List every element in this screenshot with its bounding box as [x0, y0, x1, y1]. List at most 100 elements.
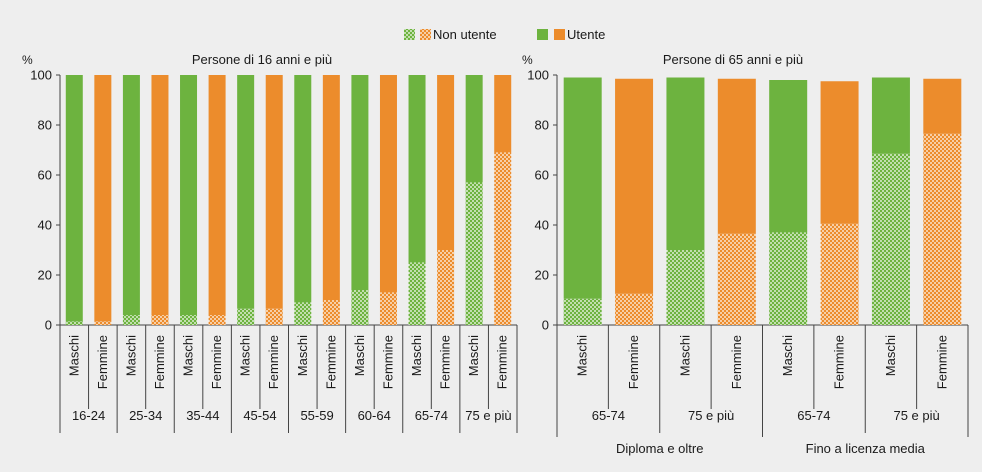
- y-tick-label: 100: [527, 68, 549, 83]
- legend-swatch-user-male: [537, 29, 548, 40]
- group-label: 75 e più: [465, 408, 511, 423]
- bar-non-user: [769, 232, 808, 325]
- y-tick-label: 40: [38, 218, 52, 233]
- category-label: Femmine: [152, 335, 167, 389]
- y-tick-label: 80: [535, 118, 549, 133]
- category-label: Maschi: [409, 335, 424, 376]
- bar-non-user: [351, 290, 369, 325]
- y-tick-label: 40: [535, 218, 549, 233]
- category-label: Femmine: [438, 335, 453, 389]
- group-label: 60-64: [358, 408, 391, 423]
- bar-non-user: [563, 298, 602, 325]
- legend-swatch-non-user-female: [420, 29, 431, 40]
- y-tick-label: 0: [542, 318, 549, 333]
- supergroup-label: Diploma e oltre: [616, 441, 703, 456]
- y-tick-label: 20: [535, 268, 549, 283]
- supergroup-label: Fino a licenza media: [806, 441, 926, 456]
- bar-non-user: [180, 315, 198, 325]
- bar-non-user: [820, 223, 859, 325]
- category-label: Maschi: [66, 335, 81, 376]
- group-label: 65-74: [415, 408, 448, 423]
- bar-non-user: [94, 321, 112, 325]
- bar-user: [563, 77, 602, 299]
- group-label: 75 e più: [688, 408, 734, 423]
- bar-user: [923, 78, 962, 134]
- bar-user: [180, 75, 198, 315]
- legend-label-user: Utente: [567, 27, 605, 42]
- bar-user: [494, 75, 512, 153]
- bar-user: [408, 75, 426, 263]
- bar-user: [65, 75, 83, 322]
- bar-user: [615, 78, 654, 294]
- category-label: Maschi: [181, 335, 196, 376]
- bar-user: [294, 75, 312, 303]
- bar-non-user: [666, 250, 705, 325]
- bar-non-user: [465, 182, 483, 325]
- category-label: Maschi: [466, 335, 481, 376]
- bar-non-user: [208, 315, 226, 325]
- right-plot: 0 20 40 60 80 100 Maschi Femmine Maschi Femmine Ma…: [527, 68, 969, 456]
- category-label: Maschi: [238, 335, 253, 376]
- bar-non-user: [65, 321, 83, 325]
- group-label: 65-74: [592, 408, 625, 423]
- bar-user: [465, 75, 483, 183]
- bar-non-user: [151, 315, 169, 325]
- group-label: 55-59: [300, 408, 333, 423]
- bar-non-user: [615, 293, 654, 325]
- category-label: Femmine: [209, 335, 224, 389]
- bar-user: [151, 75, 169, 315]
- category-label: Maschi: [123, 335, 138, 376]
- bar-non-user: [294, 302, 312, 325]
- bar-user: [208, 75, 226, 315]
- bar-user: [322, 75, 340, 300]
- bar-user: [871, 77, 910, 154]
- left-panel-title: Persone di 16 anni e più: [192, 52, 332, 67]
- bar-user: [666, 77, 705, 250]
- y-tick-label: 0: [45, 318, 52, 333]
- bar-user: [237, 75, 255, 309]
- legend: Non utente Utente: [404, 27, 605, 42]
- group-label: 75 e più: [893, 408, 939, 423]
- category-label: Femmine: [323, 335, 338, 389]
- legend-swatch-user-female: [554, 29, 565, 40]
- bar-user: [122, 75, 140, 315]
- bar-user: [717, 78, 756, 234]
- group-label: 65-74: [797, 408, 830, 423]
- legend-label-non-user: Non utente: [433, 27, 497, 42]
- category-label: Maschi: [352, 335, 367, 376]
- group-label: 25-34: [129, 408, 162, 423]
- bar-non-user: [871, 153, 910, 325]
- bar-non-user: [494, 152, 512, 325]
- bar-user: [351, 75, 369, 290]
- category-label: Femmine: [934, 335, 949, 389]
- left-plot: 0 20 40 60 80 100 Maschi Femmine Maschi Femmine Ma…: [30, 68, 518, 433]
- category-label: Maschi: [575, 335, 590, 376]
- category-label: Femmine: [95, 335, 110, 389]
- category-label: Maschi: [883, 335, 898, 376]
- bar-user: [94, 75, 112, 322]
- category-label: Femmine: [832, 335, 847, 389]
- category-label: Femmine: [266, 335, 281, 389]
- bar-user: [437, 75, 455, 250]
- bar-user: [769, 80, 808, 233]
- legend-swatch-non-user-male: [404, 29, 415, 40]
- right-y-axis-label: %: [522, 53, 533, 67]
- group-label: 45-54: [243, 408, 276, 423]
- category-label: Femmine: [495, 335, 510, 389]
- bar-non-user: [408, 262, 426, 325]
- y-tick-label: 60: [535, 168, 549, 183]
- category-label: Femmine: [729, 335, 744, 389]
- bar-non-user: [923, 133, 962, 325]
- y-tick-label: 60: [38, 168, 52, 183]
- bar-non-user: [122, 315, 140, 325]
- category-label: Maschi: [295, 335, 310, 376]
- category-label: Femmine: [626, 335, 641, 389]
- left-y-axis-label: %: [22, 53, 33, 67]
- category-label: Maschi: [677, 335, 692, 376]
- group-label: 35-44: [186, 408, 219, 423]
- category-label: Femmine: [380, 335, 395, 389]
- bar-non-user: [322, 300, 340, 325]
- right-panel-title: Persone di 65 anni e più: [663, 52, 803, 67]
- category-label: Maschi: [780, 335, 795, 376]
